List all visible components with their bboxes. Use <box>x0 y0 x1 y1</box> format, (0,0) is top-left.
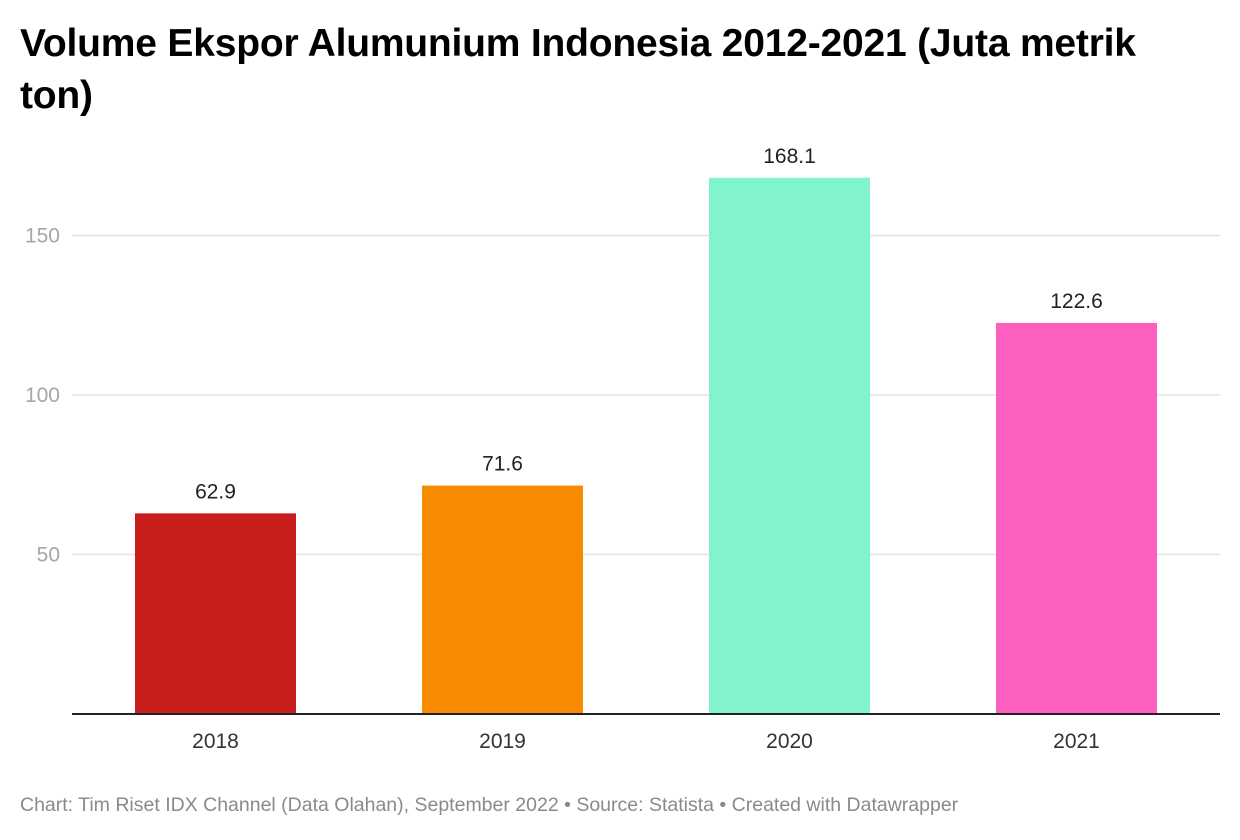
bar-2021 <box>996 322 1157 714</box>
bar-2020 <box>709 177 870 715</box>
data-label-2019: 71.6 <box>482 453 523 476</box>
y-tick-label-150: 150 <box>25 225 60 248</box>
chart-footer: Chart: Tim Riset IDX Channel (Data Olaha… <box>20 794 959 816</box>
data-label-2020: 168.1 <box>763 145 816 168</box>
data-label-2021: 122.6 <box>1050 290 1103 313</box>
x-tick-label-2021: 2021 <box>1053 730 1100 753</box>
bar-2018 <box>135 513 296 714</box>
labels: 50 100 150 62.9 2018 71.6 2019 168.1 2020 122.6 20… <box>25 145 1103 753</box>
chart-title: Volume Ekspor Alumunium Indonesia 2012-2… <box>20 22 1136 117</box>
x-tick-label-2018: 2018 <box>192 730 239 753</box>
bars <box>135 177 1157 715</box>
x-tick-label-2020: 2020 <box>766 730 813 753</box>
data-label-2018: 62.9 <box>195 480 236 503</box>
bar-2019 <box>422 485 583 714</box>
x-tick-label-2019: 2019 <box>479 730 526 753</box>
y-tick-label-50: 50 <box>37 544 60 567</box>
y-tick-label-100: 100 <box>25 384 60 407</box>
